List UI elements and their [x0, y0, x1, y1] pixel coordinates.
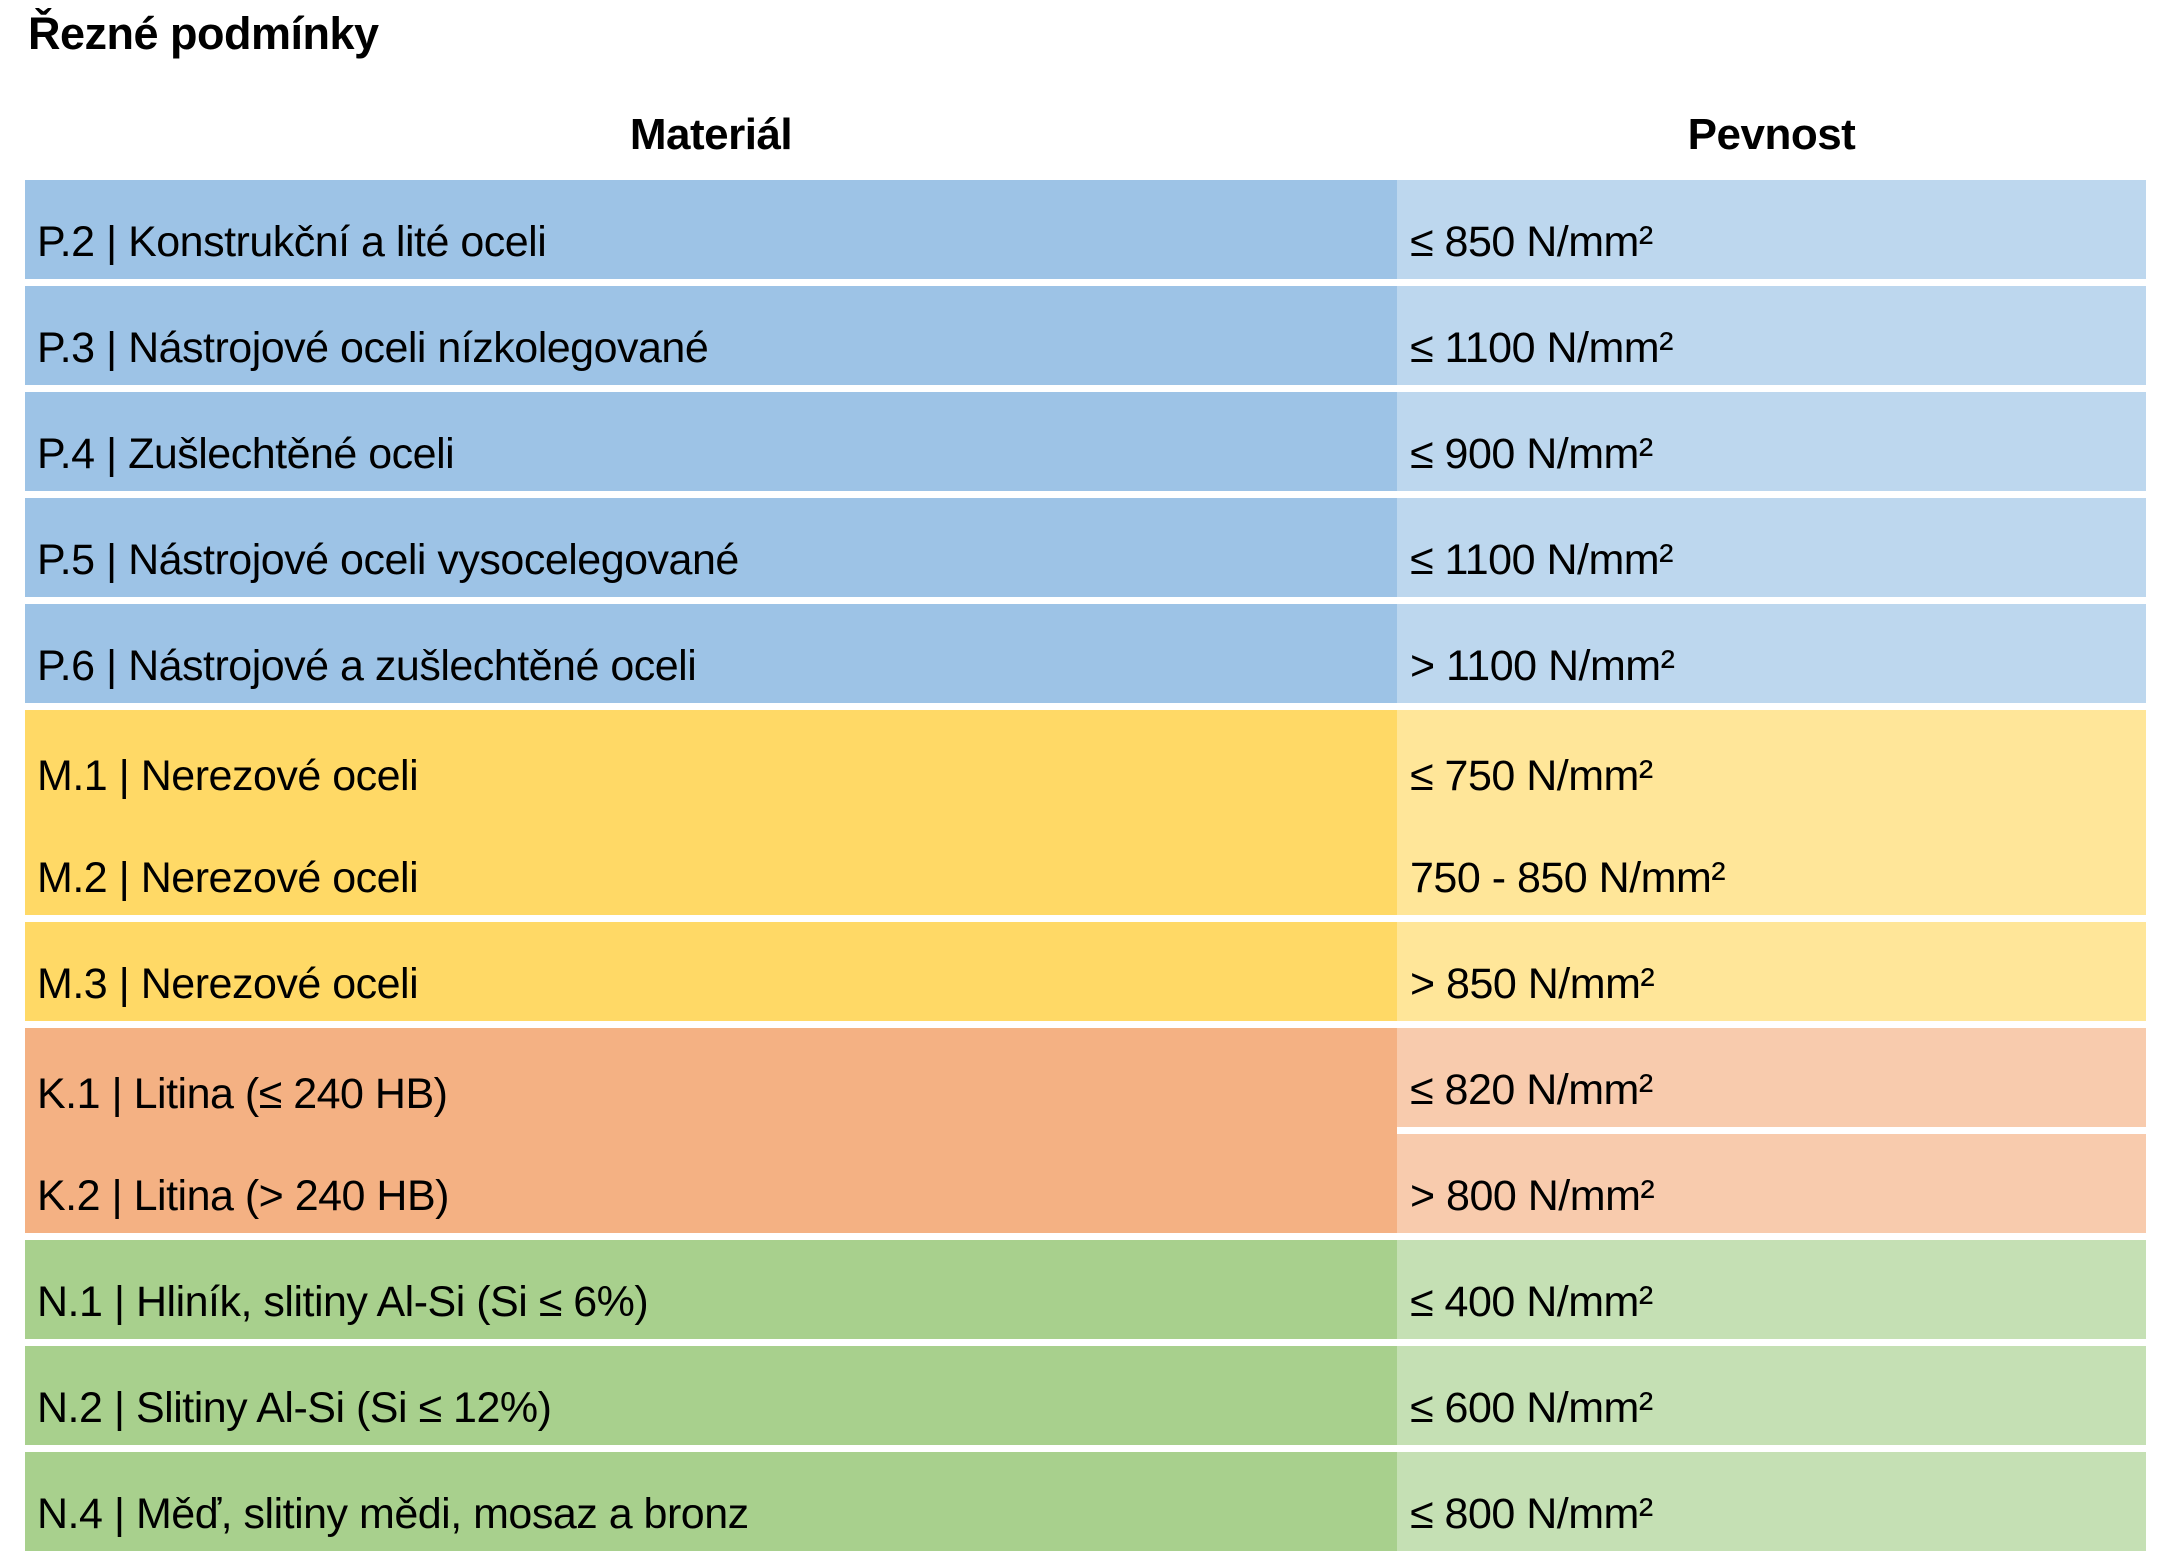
material-cell-k2: K.2 | Litina (> 240 HB) [37, 1172, 449, 1220]
column-header-material: Materiál [629, 110, 793, 159]
table-row-k1-k2: K.1 | Litina (≤ 240 HB) K.2 | Litina (> … [25, 1028, 2146, 1233]
table-body: P.2 | Konstrukční a lité oceli ≤ 850 N/m… [25, 180, 2146, 1551]
table-row-p5: P.5 | Nástrojové oceli vysocelegované ≤ … [25, 498, 2146, 597]
material-cell-p6: P.6 | Nástrojové a zušlechtěné oceli [25, 604, 1397, 703]
material-cell-p2: P.2 | Konstrukční a lité oceli [25, 180, 1397, 279]
material-cell-n2: N.2 | Slitiny Al-Si (Si ≤ 12%) [25, 1346, 1397, 1445]
column-header-pevnost: Pevnost [1687, 110, 1856, 159]
material-merged-block-k1-k2: K.1 | Litina (≤ 240 HB) K.2 | Litina (> … [25, 1028, 1397, 1233]
strength-merged-block-m1-m2: ≤ 750 N/mm² 750 - 850 N/mm² [1397, 710, 2146, 915]
strength-cell-n1: ≤ 400 N/mm² [1397, 1240, 2146, 1339]
page-title: Řezné podmínky [28, 8, 379, 59]
strength-cell-n2: ≤ 600 N/mm² [1397, 1346, 2146, 1445]
material-cell-n1: N.1 | Hliník, slitiny Al-Si (Si ≤ 6%) [25, 1240, 1397, 1339]
material-cell-m3: M.3 | Nerezové oceli [25, 922, 1397, 1021]
table-row-p4: P.4 | Zušlechtěné oceli ≤ 900 N/mm² [25, 392, 2146, 491]
strength-cell-p4: ≤ 900 N/mm² [1397, 392, 2146, 491]
strength-cell-m2: 750 - 850 N/mm² [1410, 854, 1726, 902]
row-divider [1397, 1127, 2146, 1134]
table-header-row: Materiál Pevnost [25, 92, 2146, 166]
table-row-n1: N.1 | Hliník, slitiny Al-Si (Si ≤ 6%) ≤ … [25, 1240, 2146, 1339]
table-row-m3: M.3 | Nerezové oceli > 850 N/mm² [25, 922, 2146, 1021]
strength-split-block-k1-k2: ≤ 820 N/mm² > 800 N/mm² [1397, 1028, 2146, 1233]
strength-cell-k1: ≤ 820 N/mm² [1397, 1028, 2146, 1127]
strength-cell-k2: > 800 N/mm² [1397, 1134, 2146, 1233]
strength-cell-m1: ≤ 750 N/mm² [1410, 751, 1653, 800]
table-row-n4: N.4 | Měď, slitiny mědi, mosaz a bronz ≤… [25, 1452, 2146, 1551]
material-cell-n4: N.4 | Měď, slitiny mědi, mosaz a bronz [25, 1452, 1397, 1551]
material-cell-k1: K.1 | Litina (≤ 240 HB) [37, 1069, 448, 1118]
table-row-n2: N.2 | Slitiny Al-Si (Si ≤ 12%) ≤ 600 N/m… [25, 1346, 2146, 1445]
strength-cell-m3: > 850 N/mm² [1397, 922, 2146, 1021]
strength-cell-p5: ≤ 1100 N/mm² [1397, 498, 2146, 597]
table-row-m1-m2: M.1 | Nerezové oceli M.2 | Nerezové ocel… [25, 710, 2146, 915]
material-cell-m2: M.2 | Nerezové oceli [37, 854, 419, 902]
material-cell-p4: P.4 | Zušlechtěné oceli [25, 392, 1397, 491]
strength-cell-p2: ≤ 850 N/mm² [1397, 180, 2146, 279]
table-row-p6: P.6 | Nástrojové a zušlechtěné oceli > 1… [25, 604, 2146, 703]
material-cell-m1: M.1 | Nerezové oceli [37, 751, 419, 800]
material-merged-block-m1-m2: M.1 | Nerezové oceli M.2 | Nerezové ocel… [25, 710, 1397, 915]
table-row-p3: P.3 | Nástrojové oceli nízkolegované ≤ 1… [25, 286, 2146, 385]
material-cell-p5: P.5 | Nástrojové oceli vysocelegované [25, 498, 1397, 597]
material-cell-p3: P.3 | Nástrojové oceli nízkolegované [25, 286, 1397, 385]
strength-cell-p6: > 1100 N/mm² [1397, 604, 2146, 703]
table-row-p2: P.2 | Konstrukční a lité oceli ≤ 850 N/m… [25, 180, 2146, 279]
strength-cell-p3: ≤ 1100 N/mm² [1397, 286, 2146, 385]
strength-cell-n4: ≤ 800 N/mm² [1397, 1452, 2146, 1551]
